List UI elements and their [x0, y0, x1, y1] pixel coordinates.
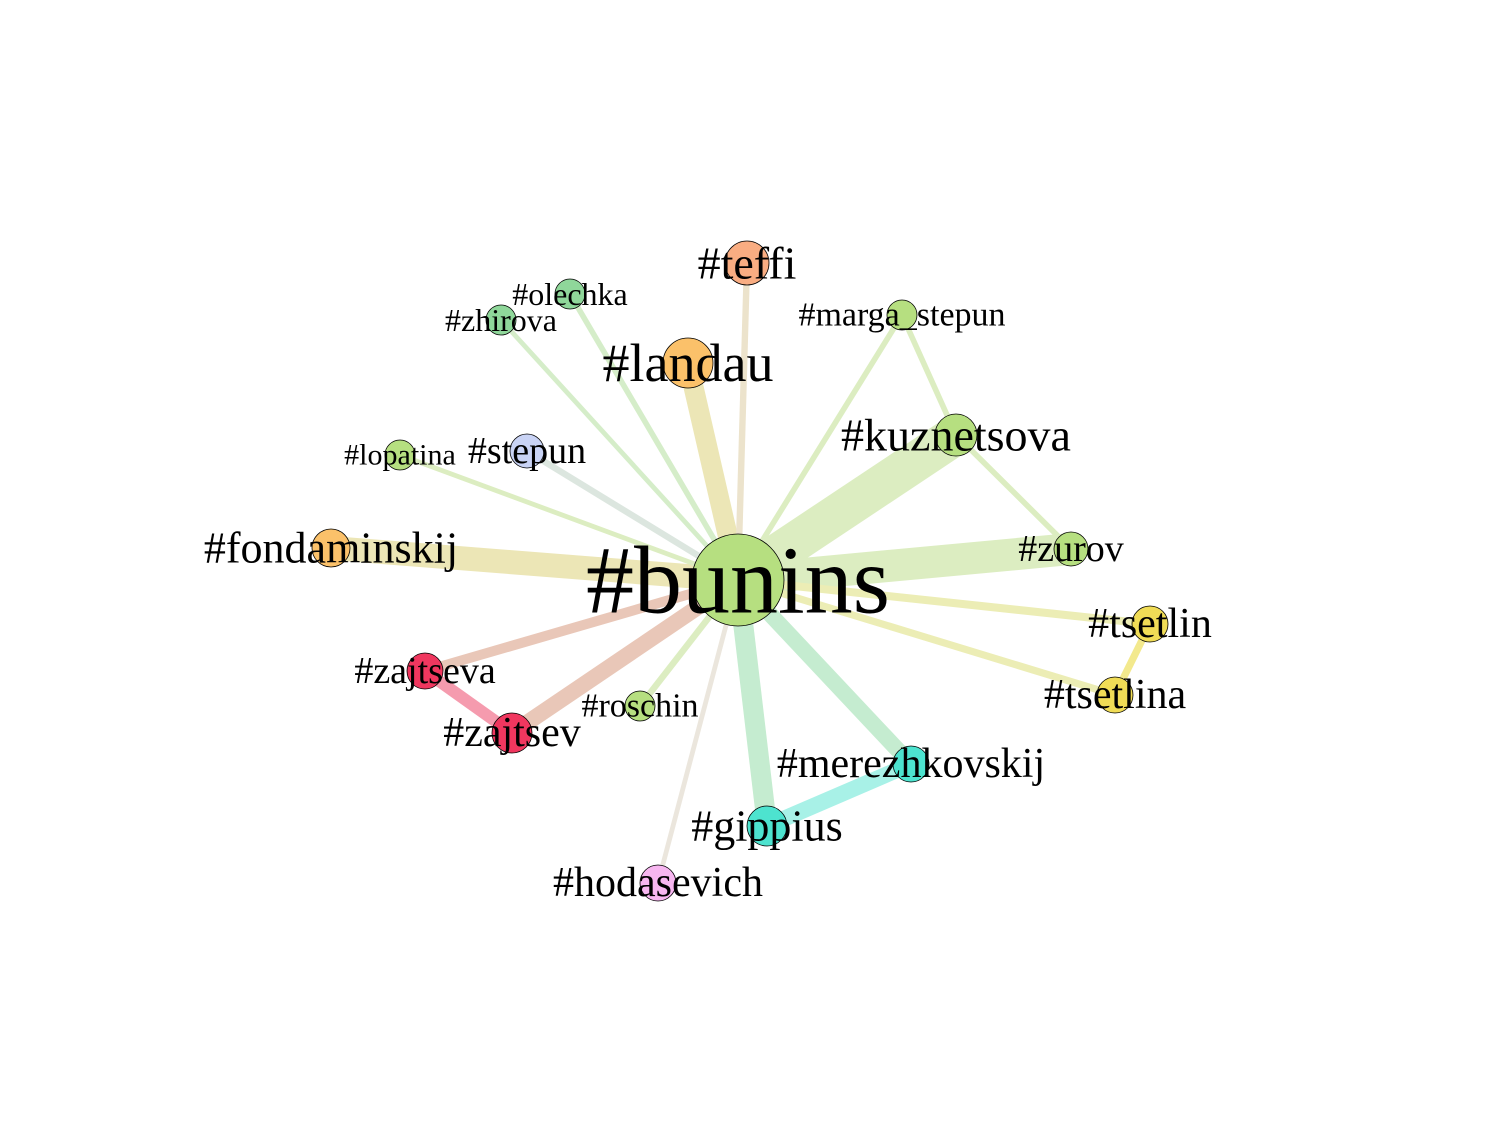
edge-bunins-zhirova [499, 318, 740, 582]
edge-bunins-teffi [734, 262, 751, 581]
node-fondaminskij[interactable] [311, 528, 351, 568]
edge-bunins-olechka [567, 292, 741, 582]
node-roschin[interactable] [624, 690, 656, 722]
node-label-hodasevich: #hodasevich [553, 860, 763, 906]
edge-bunins-zajtseva [423, 575, 740, 676]
node-label-landau: #landau [603, 333, 774, 393]
node-hodasevich[interactable] [639, 864, 677, 902]
edge-kuznetsova-zurov [954, 433, 1073, 551]
node-layer [311, 240, 1169, 902]
node-olechka[interactable] [554, 278, 586, 310]
node-label-lopatina: #lopatina [344, 439, 456, 472]
node-stepun[interactable] [509, 433, 545, 469]
node-label-fondaminskij: #fondaminskij [204, 524, 458, 573]
node-label-zajtseva: #zajtseva [354, 650, 496, 692]
node-tsetlina[interactable] [1096, 676, 1134, 714]
node-zurov[interactable] [1053, 531, 1089, 567]
node-label-kuznetsova: #kuznetsova [841, 410, 1071, 461]
edge-bunins-zurov [736, 533, 1073, 596]
edge-bunins-tsetlina [736, 576, 1117, 699]
node-zajtseva[interactable] [406, 652, 444, 690]
node-zajtsev[interactable] [491, 712, 533, 754]
edge-bunins-lopatina [399, 452, 739, 583]
node-label-teffi: #teffi [698, 238, 797, 289]
node-bunins[interactable] [691, 533, 785, 627]
node-label-stepun: #stepun [468, 430, 586, 472]
node-label-olechka: #olechka [512, 276, 628, 312]
node-marga_stepun[interactable] [886, 299, 918, 331]
node-tsetlin[interactable] [1131, 605, 1169, 643]
node-label-bunins: #bunins [586, 527, 890, 634]
node-kuznetsova[interactable] [934, 413, 978, 457]
node-label-merezhkovskij: #merezhkovskij [777, 741, 1045, 787]
edge-bunins-fondaminskij [330, 536, 739, 592]
node-label-gippius: #gippius [691, 802, 843, 851]
node-label-zurov: #zurov [1018, 528, 1124, 570]
node-label-zhirova: #zhirova [445, 302, 557, 338]
node-landau[interactable] [662, 337, 714, 389]
node-label-marga_stepun: #marga_stepun [798, 297, 1005, 334]
edge-kuznetsova-marga_stepun [899, 313, 959, 437]
edge-bunins-hodasevich [655, 579, 741, 884]
node-label-zajtsev: #zajtsev [443, 710, 581, 756]
node-label-tsetlin: #tsetlin [1088, 601, 1212, 647]
edge-bunins-tsetlin [737, 576, 1151, 628]
node-lopatina[interactable] [384, 439, 416, 471]
node-merezhkovskij[interactable] [892, 745, 930, 783]
label-layer: #bunins #teffi #olechka#zhirova #marga_step… [204, 238, 1212, 907]
edge-gippius-merezhkovskij [763, 756, 915, 834]
node-teffi[interactable] [724, 240, 770, 286]
node-label-tsetlina: #tsetlina [1044, 672, 1187, 718]
edge-bunins-marga_stepun [735, 313, 905, 582]
node-label-roschin: #roschin [581, 688, 698, 725]
node-zhirova[interactable] [485, 304, 517, 336]
node-gippius[interactable] [746, 805, 788, 847]
